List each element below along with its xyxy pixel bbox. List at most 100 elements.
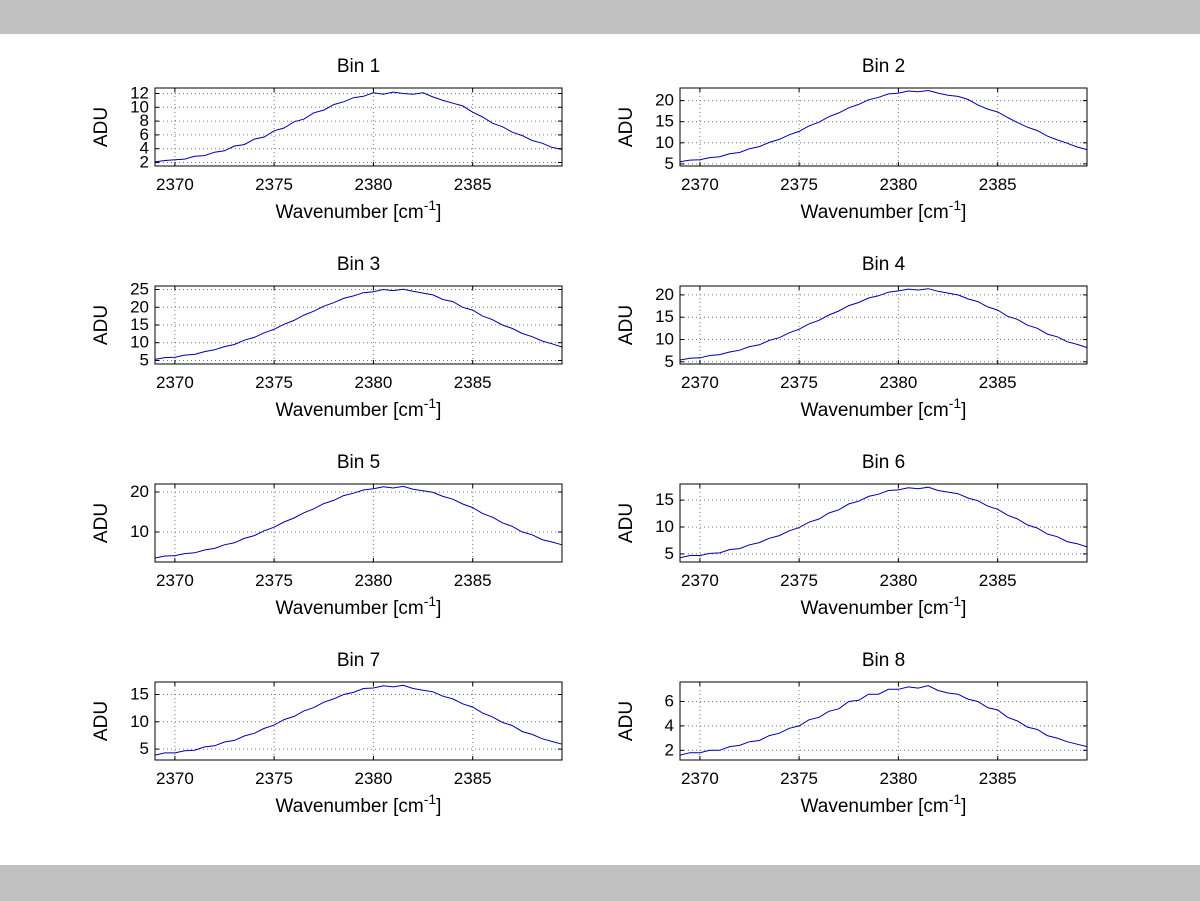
- x-tick-label: 2385: [454, 175, 492, 194]
- x-axis-label: Wavenumber [cm-1]: [276, 395, 442, 421]
- x-tick-label: 2380: [354, 175, 392, 194]
- x-axis-label: Wavenumber [cm-1]: [801, 395, 967, 421]
- grid-lines: [155, 88, 562, 166]
- y-tick-label: 15: [655, 112, 674, 131]
- x-tick-label: 2385: [979, 175, 1017, 194]
- y-tick-label: 6: [665, 692, 674, 711]
- grid-lines: [680, 682, 1087, 760]
- y-tick-label: 20: [655, 285, 674, 304]
- x-axis-label: Wavenumber [cm-1]: [276, 197, 442, 223]
- subplot-title: Bin 3: [337, 254, 380, 275]
- x-tick-label: 2370: [156, 175, 194, 194]
- subplot-bin-5: 2370 2375 2380 2385 10 20 Bin 5 ADU Wavenumber […: [91, 452, 563, 619]
- x-tick-label: 2380: [354, 571, 392, 590]
- y-tick-label: 25: [130, 280, 149, 299]
- x-tick-label: 2375: [780, 769, 818, 788]
- y-tick-label: 5: [665, 352, 674, 371]
- subplot-title: Bin 6: [862, 452, 905, 473]
- y-tick-label: 6: [140, 125, 149, 144]
- plot-box: [679, 87, 1088, 167]
- y-tick-label: 15: [130, 315, 149, 334]
- x-axis-label: Wavenumber [cm-1]: [276, 791, 442, 817]
- y-tick-label: 4: [665, 716, 674, 735]
- x-tick-label: 2385: [454, 571, 492, 590]
- series-line: [679, 89, 1088, 163]
- y-axis-label: ADU: [91, 107, 112, 147]
- x-tick-label: 2375: [255, 571, 293, 590]
- plot-box: [154, 483, 563, 563]
- y-axis-label: ADU: [616, 107, 637, 147]
- x-tick-label: 2380: [354, 769, 392, 788]
- y-axis-label: ADU: [91, 503, 112, 543]
- y-axis-label: ADU: [91, 305, 112, 345]
- grid-lines: [155, 484, 562, 562]
- series-line: [154, 684, 563, 756]
- y-axis-label: ADU: [616, 503, 637, 543]
- y-tick-label: 4: [140, 139, 149, 158]
- subplot-bin-2: 2370 2375 2380 2385 5 10 15 20 Bin 2 ADU Wavenumbe…: [616, 56, 1088, 223]
- x-axis-label: Wavenumber [cm-1]: [801, 791, 967, 817]
- letterbox-bottom: [0, 865, 1200, 901]
- tick-marks: [155, 484, 562, 562]
- x-tick-label: 2370: [156, 769, 194, 788]
- x-tick-label: 2375: [780, 373, 818, 392]
- subplot-bin-4: 2370 2375 2380 2385 5 10 15 20 Bin 4 ADU Wavenumbe…: [616, 254, 1088, 421]
- series-line: [679, 288, 1088, 361]
- series-line: [154, 288, 563, 360]
- grid-lines: [680, 286, 1087, 364]
- subplot-title: Bin 7: [337, 650, 380, 671]
- y-tick-label: 10: [130, 522, 149, 541]
- tick-marks: [680, 286, 1087, 364]
- grid-lines: [155, 682, 562, 760]
- x-tick-label: 2385: [454, 769, 492, 788]
- x-tick-label: 2385: [979, 373, 1017, 392]
- x-tick-label: 2380: [354, 373, 392, 392]
- plot-box: [154, 285, 563, 365]
- x-tick-label: 2370: [681, 769, 719, 788]
- y-tick-label: 5: [665, 154, 674, 173]
- y-tick-label: 2: [665, 740, 674, 759]
- grid-lines: [680, 484, 1087, 562]
- y-tick-label: 15: [655, 307, 674, 326]
- plot-box: [679, 483, 1088, 563]
- tick-marks: [155, 286, 562, 364]
- x-tick-label: 2370: [681, 175, 719, 194]
- y-axis-label: ADU: [91, 701, 112, 741]
- y-tick-label: 20: [655, 91, 674, 110]
- y-tick-label: 10: [655, 517, 674, 536]
- y-tick-label: 10: [130, 712, 149, 731]
- x-tick-label: 2380: [879, 769, 917, 788]
- y-tick-label: 2: [140, 153, 149, 172]
- subplot-bin-6: 2370 2375 2380 2385 5 10 15 Bin 6 ADU Wavenumber …: [616, 452, 1088, 619]
- tick-marks: [680, 484, 1087, 562]
- tick-marks: [680, 682, 1087, 760]
- y-tick-label: 12: [130, 84, 149, 103]
- series-line: [679, 685, 1088, 756]
- x-tick-label: 2370: [156, 373, 194, 392]
- x-tick-label: 2385: [979, 571, 1017, 590]
- y-tick-label: 20: [130, 297, 149, 316]
- y-tick-label: 8: [140, 111, 149, 130]
- y-tick-label: 10: [130, 97, 149, 116]
- x-tick-label: 2380: [879, 175, 917, 194]
- plot-box: [679, 681, 1088, 761]
- subplot-title: Bin 5: [337, 452, 380, 473]
- x-tick-label: 2375: [255, 769, 293, 788]
- x-tick-label: 2385: [979, 769, 1017, 788]
- tick-marks: [680, 88, 1087, 166]
- x-axis-label: Wavenumber [cm-1]: [276, 593, 442, 619]
- subplot-bin-7: 2370 2375 2380 2385 5 10 15 Bin 7 ADU Wavenumber …: [91, 650, 563, 817]
- y-tick-label: 15: [130, 685, 149, 704]
- y-axis-label: ADU: [616, 701, 637, 741]
- y-tick-label: 5: [140, 351, 149, 370]
- y-tick-label: 20: [130, 482, 149, 501]
- tick-marks: [155, 88, 562, 166]
- x-tick-label: 2380: [879, 571, 917, 590]
- tick-marks: [155, 682, 562, 760]
- plot-box: [154, 681, 563, 761]
- y-tick-label: 10: [130, 333, 149, 352]
